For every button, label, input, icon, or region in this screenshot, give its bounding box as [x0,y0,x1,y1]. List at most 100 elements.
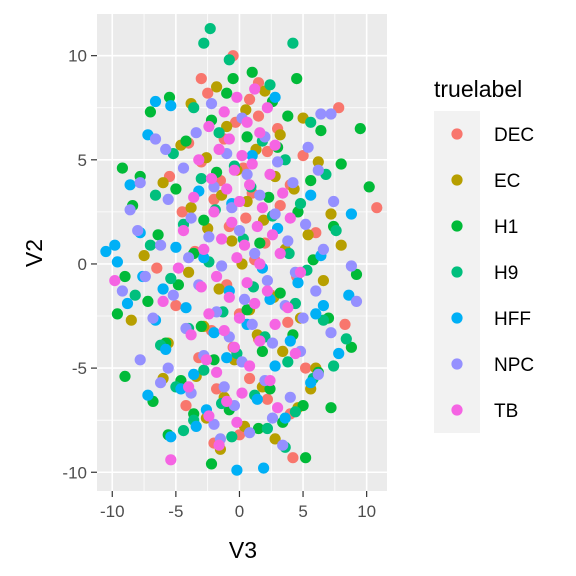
data-point [198,364,210,376]
data-point [203,410,215,422]
data-point [246,158,258,170]
data-point [190,420,202,432]
data-point [284,212,296,224]
data-point [226,235,238,247]
data-point [116,285,128,297]
data-point [202,87,214,99]
legend-swatch [451,404,463,416]
data-point [221,120,233,133]
data-point [269,433,281,445]
data-point [238,239,251,251]
y-tick-label: -5 [72,359,87,378]
y-axis-title: V2 [21,239,47,267]
data-point [208,206,220,218]
data-point [282,110,294,122]
data-point [177,225,190,237]
data-point [111,308,123,320]
data-point [312,164,324,176]
legend-item-hff: HFF [434,295,531,341]
legend-item-npc: NPC [434,341,534,387]
data-point [249,247,261,260]
legend-swatch [451,358,463,370]
data-point [142,295,154,307]
data-point [328,195,340,208]
data-point [231,464,243,476]
data-point [244,427,256,439]
data-point [261,102,273,114]
data-point [205,98,218,110]
data-point [221,395,233,407]
data-point [282,235,294,247]
data-point [157,295,169,307]
data-point [233,195,246,208]
data-point [142,389,154,401]
data-point [231,252,243,264]
data-point [216,233,228,245]
data-point [183,381,195,393]
data-point [302,141,314,153]
data-point [279,412,291,424]
data-point [287,177,299,189]
data-point [305,175,317,187]
data-point [218,106,230,118]
data-point [266,229,279,241]
data-point [188,102,200,114]
data-point [269,91,281,103]
data-point [264,375,276,387]
data-point [305,116,317,128]
data-point [144,239,156,251]
data-point [291,73,303,85]
data-point [254,335,266,347]
data-point [254,189,266,201]
data-point [233,312,246,324]
data-point [277,345,289,357]
data-point [263,191,275,203]
data-point [195,173,207,185]
data-point [165,100,177,112]
data-point [223,291,235,303]
data-point [157,283,169,295]
data-point [269,208,281,220]
data-point [350,295,363,307]
data-point [241,168,253,180]
data-point [119,270,131,283]
data-point [249,83,261,95]
x-tick-label: 5 [298,502,307,521]
data-point [343,289,355,301]
data-point [132,225,144,237]
legend-swatch [451,220,463,232]
x-axis: -10 -5 0 5 10 [100,491,376,521]
data-point [300,452,312,464]
data-point [180,302,192,314]
data-point [282,356,294,368]
data-point [124,179,136,191]
data-point [317,243,329,255]
data-point [345,341,357,353]
data-point [165,272,177,285]
x-axis-title: V3 [229,537,257,563]
data-point [333,347,345,360]
legend-item-ec: EC [434,157,520,203]
data-point [167,289,179,301]
data-point [277,187,289,199]
data-point [261,285,273,297]
data-point [228,341,240,353]
data-point [183,266,195,278]
data-point [203,120,215,133]
data-point [325,327,337,339]
data-point [312,156,324,168]
data-point [325,402,337,414]
data-point [221,183,233,195]
legend-label: NPC [494,355,534,376]
data-point [183,252,195,264]
legend-label: H9 [494,263,518,284]
legend-label: DEC [494,125,534,146]
data-point [121,297,134,310]
data-point [317,275,329,287]
data-point [274,129,286,141]
data-point [272,156,284,168]
data-point [371,202,383,214]
data-points [100,23,383,476]
data-point [205,173,218,185]
data-point [238,293,251,305]
